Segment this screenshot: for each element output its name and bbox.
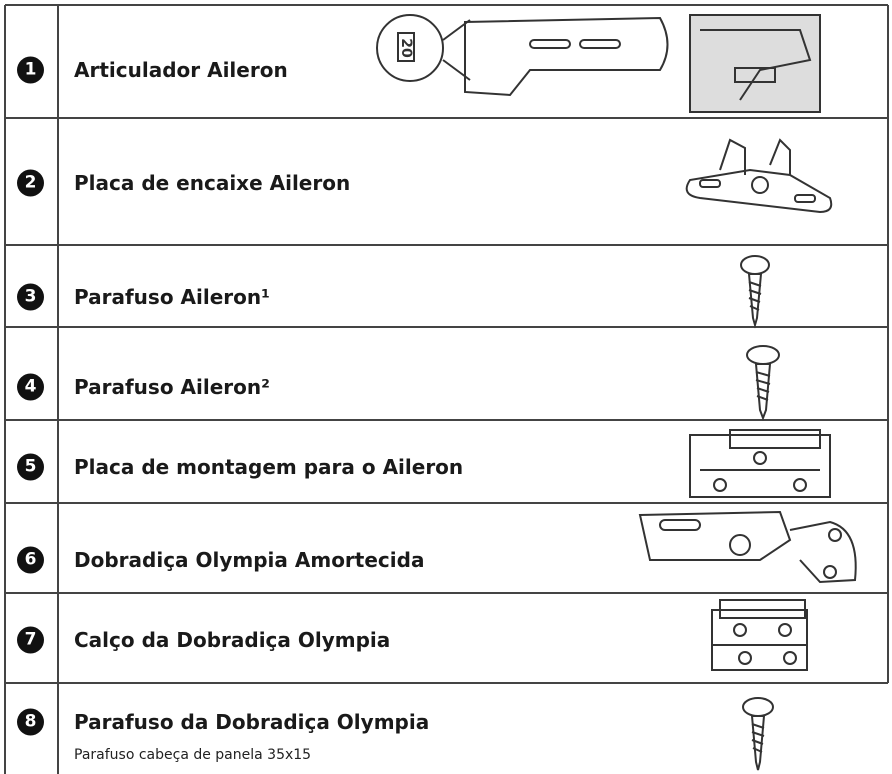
item-number: 6	[17, 546, 44, 574]
screw-illustration	[740, 255, 780, 771]
table-lines	[4, 4, 889, 774]
item-number: 2	[17, 169, 44, 197]
item-number: 3	[17, 283, 44, 311]
item-number: 7	[17, 626, 44, 654]
item-label: Calço da Dobradiça Olympia	[74, 628, 391, 652]
item-number: 4	[17, 373, 44, 401]
item-label: Parafuso da Dobradiça Olympia	[74, 710, 430, 734]
shim-illustration	[711, 599, 808, 671]
item-label: Parafuso Aileron¹	[74, 285, 270, 309]
item-label: Articulador Aileron	[74, 58, 288, 82]
olympia-hinge-illustration	[638, 510, 857, 584]
plate-illustration	[685, 138, 833, 214]
item-number: 8	[17, 708, 44, 736]
item-label: Placa de montagem para o Aileron	[74, 455, 464, 479]
item-number: 1	[17, 56, 44, 84]
mounting-plate-illustration	[689, 429, 831, 498]
figure-label: 20	[398, 38, 414, 58]
item-label: Parafuso Aileron²	[74, 375, 270, 399]
item-sublabel: Parafuso cabeça de panela 35x15	[74, 747, 312, 763]
item-number: 5	[17, 453, 44, 481]
item-label: Dobradiça Olympia Amortecida	[74, 548, 425, 572]
hinge-illustration	[376, 14, 821, 113]
item-label: Placa de encaixe Aileron	[74, 171, 351, 195]
